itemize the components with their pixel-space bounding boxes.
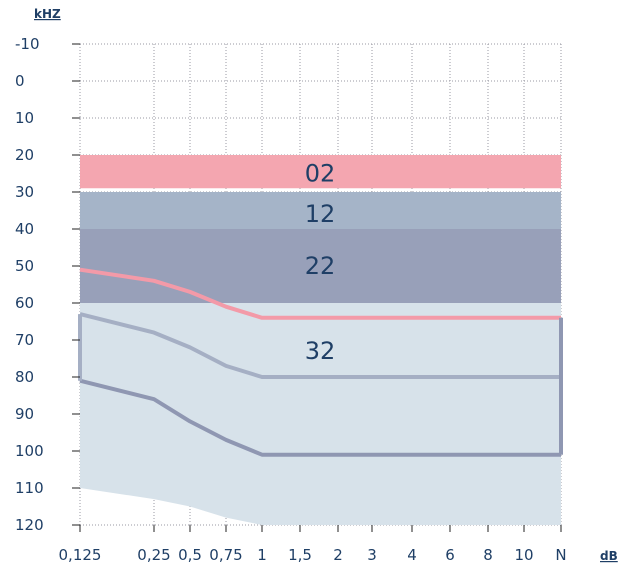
line-layer (78, 267, 563, 457)
x-tick-label-0: 0,125 (59, 546, 102, 564)
band-label-22: 22 (305, 252, 336, 280)
y-tick-label-10: 90 (15, 405, 34, 423)
x-tick-label-11: 10 (514, 546, 533, 564)
y-tick-label-4: 30 (15, 183, 34, 201)
line-12-boundary (79, 312, 561, 379)
band-labels: 02 12 22 32 (305, 160, 336, 366)
y-tick-label-2: 10 (15, 109, 34, 127)
line-02-boundary (79, 267, 561, 320)
y-tick-label-9: 80 (15, 368, 34, 386)
band-label-02: 02 (305, 160, 336, 188)
x-tick-label-3: 0,75 (209, 546, 242, 564)
x-axis-ticks: 0,125 0,25 0,5 0,75 1 1,5 2 3 4 6 8 10 N (59, 525, 567, 564)
x-tick-label-10: 8 (483, 546, 493, 564)
y-axis-ticks: -10 0 10 20 30 40 50 60 70 80 90 100 110 120 (15, 35, 80, 534)
y-tick-label-11: 100 (15, 442, 44, 460)
x-tick-label-8: 4 (407, 546, 417, 564)
x-tick-label-5: 1,5 (288, 546, 312, 564)
y-axis-title: kHZ (34, 7, 61, 21)
band-layer (80, 155, 561, 525)
x-tick-label-4: 1 (257, 546, 267, 564)
y-tick-label-5: 40 (15, 220, 34, 238)
x-tick-label-6: 2 (333, 546, 343, 564)
line-22-boundary (79, 378, 561, 457)
x-tick-label-9: 6 (445, 546, 455, 564)
band-label-12: 12 (305, 200, 336, 228)
band-label-32: 32 (305, 337, 336, 365)
band-22 (80, 229, 561, 303)
y-tick-label-3: 20 (15, 146, 34, 164)
y-tick-label-8: 70 (15, 331, 34, 349)
x-tick-label-1: 0,25 (137, 546, 170, 564)
band-02 (80, 155, 561, 189)
y-tick-label-1: 0 (15, 72, 25, 90)
x-tick-label-12: N (555, 546, 566, 564)
y-tick-label-12: 110 (15, 479, 44, 497)
y-tick-label-13: 120 (15, 516, 44, 534)
y-tick-label-7: 60 (15, 294, 34, 312)
y-tick-label-6: 50 (15, 257, 34, 275)
band-32 (80, 303, 561, 525)
y-tick-label-0: -10 (15, 35, 40, 53)
x-tick-label-2: 0,5 (178, 546, 202, 564)
x-tick-label-7: 3 (367, 546, 377, 564)
x-axis-title: dB (600, 549, 618, 563)
